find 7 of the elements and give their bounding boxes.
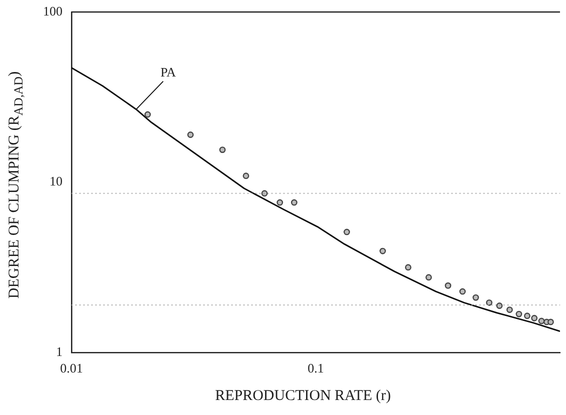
x-tick-label: 0.1	[308, 360, 324, 376]
y-tick-label: 10	[50, 174, 62, 189]
y-tick-label: 100	[43, 3, 62, 18]
x-axis-title: REPRODUCTION RATE (r)	[214, 388, 392, 405]
y-tick-label: 1	[56, 344, 62, 359]
x-tick-label: 0.01	[60, 360, 83, 376]
text: PA	[160, 64, 176, 80]
